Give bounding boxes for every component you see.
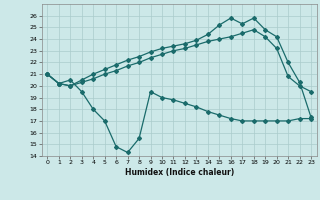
X-axis label: Humidex (Indice chaleur): Humidex (Indice chaleur) <box>124 168 234 177</box>
